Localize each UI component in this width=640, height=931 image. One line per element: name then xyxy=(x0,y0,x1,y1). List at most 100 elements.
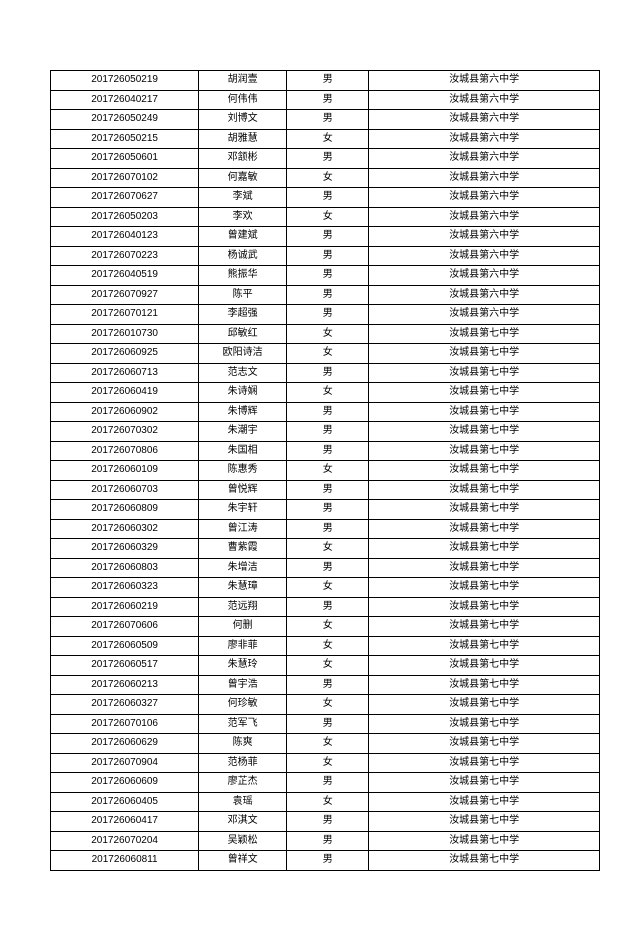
cell-name: 朱博辉 xyxy=(199,402,287,422)
cell-school: 汝城县第六中学 xyxy=(369,168,600,188)
table-row: 201726070106范军飞男汝城县第七中学 xyxy=(51,714,600,734)
cell-name: 曾江涛 xyxy=(199,519,287,539)
cell-school: 汝城县第七中学 xyxy=(369,851,600,871)
cell-name: 何嘉敏 xyxy=(199,168,287,188)
table-row: 201726060902朱博辉男汝城县第七中学 xyxy=(51,402,600,422)
cell-name: 欧阳诗洁 xyxy=(199,344,287,364)
cell-school: 汝城县第七中学 xyxy=(369,675,600,695)
cell-gender: 男 xyxy=(287,227,369,247)
cell-id: 201726060405 xyxy=(51,792,199,812)
cell-id: 201726060419 xyxy=(51,383,199,403)
cell-id: 201726040217 xyxy=(51,90,199,110)
table-row: 201726060509廖非菲女汝城县第七中学 xyxy=(51,636,600,656)
cell-id: 201726070627 xyxy=(51,188,199,208)
cell-school: 汝城县第七中学 xyxy=(369,714,600,734)
cell-school: 汝城县第七中学 xyxy=(369,383,600,403)
table-row: 201726060419朱诗娴女汝城县第七中学 xyxy=(51,383,600,403)
cell-gender: 男 xyxy=(287,675,369,695)
cell-name: 李欢 xyxy=(199,207,287,227)
table-row: 201726070904范杨菲女汝城县第七中学 xyxy=(51,753,600,773)
cell-gender: 男 xyxy=(287,285,369,305)
cell-id: 201726050219 xyxy=(51,71,199,91)
cell-school: 汝城县第七中学 xyxy=(369,597,600,617)
table-row: 201726010730邱敏红女汝城县第七中学 xyxy=(51,324,600,344)
cell-school: 汝城县第七中学 xyxy=(369,695,600,715)
cell-id: 201726040519 xyxy=(51,266,199,286)
cell-id: 201726070106 xyxy=(51,714,199,734)
cell-id: 201726060329 xyxy=(51,539,199,559)
cell-school: 汝城县第七中学 xyxy=(369,578,600,598)
table-row: 201726050601邓颔彬男汝城县第六中学 xyxy=(51,149,600,169)
cell-name: 刘博文 xyxy=(199,110,287,130)
cell-gender: 男 xyxy=(287,422,369,442)
cell-id: 201726060109 xyxy=(51,461,199,481)
cell-gender: 男 xyxy=(287,90,369,110)
table-row: 201726060925欧阳诗洁女汝城县第七中学 xyxy=(51,344,600,364)
cell-id: 201726070223 xyxy=(51,246,199,266)
cell-id: 201726060609 xyxy=(51,773,199,793)
cell-name: 曾宇浩 xyxy=(199,675,287,695)
cell-id: 201726060925 xyxy=(51,344,199,364)
cell-gender: 男 xyxy=(287,110,369,130)
table-row: 201726070606何删女汝城县第七中学 xyxy=(51,617,600,637)
cell-school: 汝城县第七中学 xyxy=(369,792,600,812)
cell-school: 汝城县第六中学 xyxy=(369,246,600,266)
cell-gender: 女 xyxy=(287,578,369,598)
cell-id: 201726070302 xyxy=(51,422,199,442)
cell-gender: 男 xyxy=(287,714,369,734)
table-row: 201726060302曾江涛男汝城县第七中学 xyxy=(51,519,600,539)
table-row: 201726050219胡润壹男汝城县第六中学 xyxy=(51,71,600,91)
cell-id: 201726070204 xyxy=(51,831,199,851)
cell-gender: 女 xyxy=(287,656,369,676)
cell-name: 李超强 xyxy=(199,305,287,325)
table-row: 201726060405袁瑶女汝城县第七中学 xyxy=(51,792,600,812)
cell-id: 201726070904 xyxy=(51,753,199,773)
cell-gender: 男 xyxy=(287,188,369,208)
cell-gender: 男 xyxy=(287,812,369,832)
cell-gender: 男 xyxy=(287,266,369,286)
cell-school: 汝城县第七中学 xyxy=(369,461,600,481)
cell-gender: 女 xyxy=(287,324,369,344)
cell-gender: 男 xyxy=(287,246,369,266)
cell-name: 邓颔彬 xyxy=(199,149,287,169)
cell-gender: 女 xyxy=(287,792,369,812)
table-row: 201726060629陈爽女汝城县第七中学 xyxy=(51,734,600,754)
table-row: 201726040519熊振华男汝城县第六中学 xyxy=(51,266,600,286)
cell-school: 汝城县第七中学 xyxy=(369,344,600,364)
cell-id: 201726060713 xyxy=(51,363,199,383)
cell-gender: 女 xyxy=(287,753,369,773)
cell-id: 201726070927 xyxy=(51,285,199,305)
cell-id: 201726060323 xyxy=(51,578,199,598)
cell-id: 201726050249 xyxy=(51,110,199,130)
cell-id: 201726070102 xyxy=(51,168,199,188)
cell-school: 汝城县第六中学 xyxy=(369,285,600,305)
cell-school: 汝城县第六中学 xyxy=(369,129,600,149)
cell-name: 曾悦辉 xyxy=(199,480,287,500)
table-row: 201726060213曾宇浩男汝城县第七中学 xyxy=(51,675,600,695)
cell-name: 廖非菲 xyxy=(199,636,287,656)
cell-name: 曾建斌 xyxy=(199,227,287,247)
cell-school: 汝城县第七中学 xyxy=(369,831,600,851)
cell-name: 熊振华 xyxy=(199,266,287,286)
cell-school: 汝城县第七中学 xyxy=(369,812,600,832)
cell-name: 朱慧璋 xyxy=(199,578,287,598)
table-row: 201726060517朱慧玲女汝城县第七中学 xyxy=(51,656,600,676)
cell-gender: 男 xyxy=(287,149,369,169)
cell-school: 汝城县第六中学 xyxy=(369,110,600,130)
table-row: 201726070204吴颖松男汝城县第七中学 xyxy=(51,831,600,851)
cell-id: 201726060219 xyxy=(51,597,199,617)
cell-id: 201726050215 xyxy=(51,129,199,149)
cell-id: 201726070606 xyxy=(51,617,199,637)
cell-name: 范杨菲 xyxy=(199,753,287,773)
cell-name: 朱增洁 xyxy=(199,558,287,578)
cell-school: 汝城县第六中学 xyxy=(369,207,600,227)
table-row: 201726050249刘博文男汝城县第六中学 xyxy=(51,110,600,130)
cell-id: 201726050203 xyxy=(51,207,199,227)
cell-gender: 男 xyxy=(287,851,369,871)
cell-gender: 女 xyxy=(287,344,369,364)
cell-name: 朱诗娴 xyxy=(199,383,287,403)
cell-id: 201726060509 xyxy=(51,636,199,656)
table-row: 201726060219范远翔男汝城县第七中学 xyxy=(51,597,600,617)
cell-gender: 男 xyxy=(287,558,369,578)
table-row: 201726040123曾建斌男汝城县第六中学 xyxy=(51,227,600,247)
